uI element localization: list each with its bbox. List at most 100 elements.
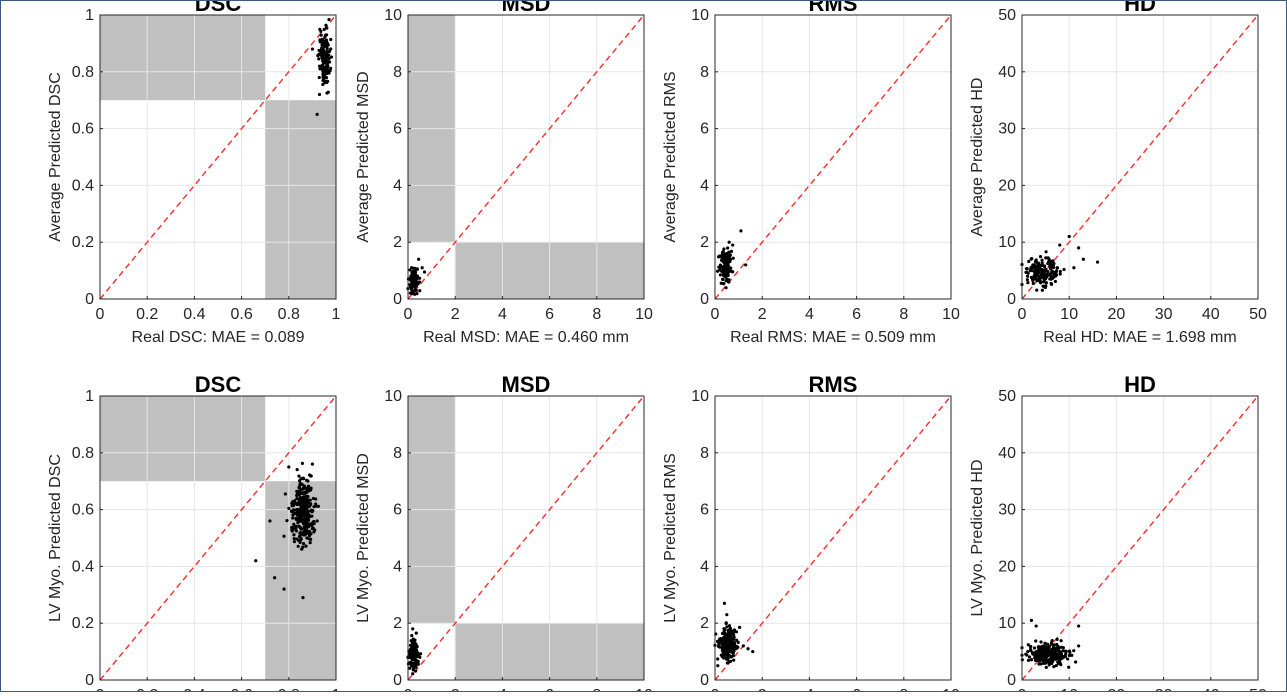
scatter-points — [406, 257, 427, 296]
data-point — [1067, 653, 1071, 658]
x-tick-label: 40 — [1202, 306, 1220, 323]
data-point — [716, 664, 720, 668]
data-point — [1067, 665, 1071, 669]
x-tick-label: 8 — [592, 306, 601, 323]
data-point — [1032, 263, 1036, 267]
data-point — [297, 474, 301, 478]
scatter-points — [254, 461, 320, 600]
data-point — [1037, 263, 1041, 268]
data-point — [298, 540, 302, 545]
x-tick-label: 8 — [592, 687, 601, 691]
data-point — [323, 35, 327, 39]
data-point — [727, 254, 731, 258]
data-point — [1042, 277, 1046, 282]
data-point — [299, 505, 304, 509]
y-tick-label: 1 — [85, 7, 94, 24]
data-point — [1040, 270, 1044, 274]
data-point — [298, 531, 302, 535]
data-point — [731, 256, 735, 260]
data-point — [1064, 652, 1068, 656]
data-point — [1024, 267, 1029, 271]
data-point — [1036, 268, 1041, 272]
data-point — [1077, 644, 1081, 648]
data-point — [319, 33, 323, 37]
data-point — [727, 280, 731, 284]
data-point — [722, 282, 726, 286]
data-point — [298, 483, 302, 487]
data-point — [298, 510, 302, 514]
x-tick-label: 0.2 — [136, 306, 158, 323]
data-point — [1026, 281, 1030, 285]
data-point — [746, 647, 750, 651]
x-tick-label: 40 — [1202, 687, 1220, 691]
data-point — [725, 613, 729, 617]
data-point — [1027, 655, 1032, 659]
x-tick-label: 0.4 — [183, 306, 205, 323]
shade-region — [100, 396, 266, 482]
data-point — [298, 496, 303, 500]
data-point — [1057, 661, 1061, 666]
x-tick-label: 6 — [545, 687, 554, 691]
data-point — [1046, 256, 1050, 260]
data-point — [294, 526, 298, 530]
axes-box — [714, 395, 952, 681]
data-point — [308, 541, 312, 545]
data-point — [1033, 272, 1037, 276]
data-point — [292, 522, 296, 526]
data-point — [417, 276, 422, 280]
data-point — [292, 540, 297, 544]
y-tick-label: 0.4 — [72, 558, 94, 575]
data-point — [720, 250, 725, 255]
x-tick-label: 10 — [942, 306, 960, 323]
data-point — [729, 249, 734, 253]
data-point — [1040, 288, 1044, 292]
data-point — [725, 625, 729, 629]
data-point — [408, 662, 413, 666]
data-point — [1058, 269, 1062, 274]
data-point — [1044, 665, 1048, 670]
y-tick-label: 0.6 — [72, 502, 94, 519]
x-tick-label: 10 — [1060, 687, 1078, 691]
x-tick-label: 10 — [942, 687, 960, 691]
x-axis-label: Real DSC: MAE = 0.089 — [132, 329, 305, 346]
x-tick-label: 0 — [404, 306, 413, 323]
data-point — [1062, 267, 1066, 272]
y-tick-label: 0.6 — [72, 121, 94, 138]
data-point — [329, 37, 333, 42]
x-tick-label: 8 — [899, 687, 908, 691]
data-point — [315, 112, 319, 116]
chart-title: HD — [1124, 372, 1156, 397]
data-point — [326, 90, 330, 94]
y-tick-label: 0 — [85, 672, 94, 689]
data-point — [305, 506, 309, 510]
data-point — [718, 645, 722, 649]
data-point — [291, 503, 296, 507]
y-tick-label: 0 — [393, 672, 402, 689]
data-point — [1047, 663, 1051, 667]
data-point — [315, 519, 319, 523]
x-tick-label: 2 — [758, 687, 767, 691]
y-tick-label: 2 — [700, 234, 709, 251]
data-point — [744, 263, 748, 267]
data-point — [722, 247, 726, 251]
chart-title: HD — [1124, 1, 1156, 16]
chart-panel: 00 2 2 4 4 6 6 8 8 10 10 MSD Real MSD: MAE = 0.460 m… — [355, 0, 653, 346]
data-point — [417, 257, 421, 261]
data-point — [268, 519, 272, 523]
data-point — [419, 652, 423, 656]
y-tick-label: 6 — [700, 502, 709, 519]
data-point — [725, 652, 729, 656]
data-point — [1054, 648, 1058, 652]
data-point — [305, 525, 309, 529]
data-point — [413, 281, 418, 285]
data-point — [1055, 637, 1059, 641]
data-point — [1054, 273, 1059, 277]
data-point — [254, 559, 258, 563]
chart-title: RMS — [809, 372, 858, 397]
data-point — [720, 631, 725, 636]
data-point — [1039, 281, 1043, 285]
x-tick-label: 0.8 — [278, 687, 300, 691]
x-tick-label: 0.6 — [230, 687, 252, 691]
data-point — [413, 276, 417, 281]
y-tick-label: 2 — [393, 615, 402, 632]
